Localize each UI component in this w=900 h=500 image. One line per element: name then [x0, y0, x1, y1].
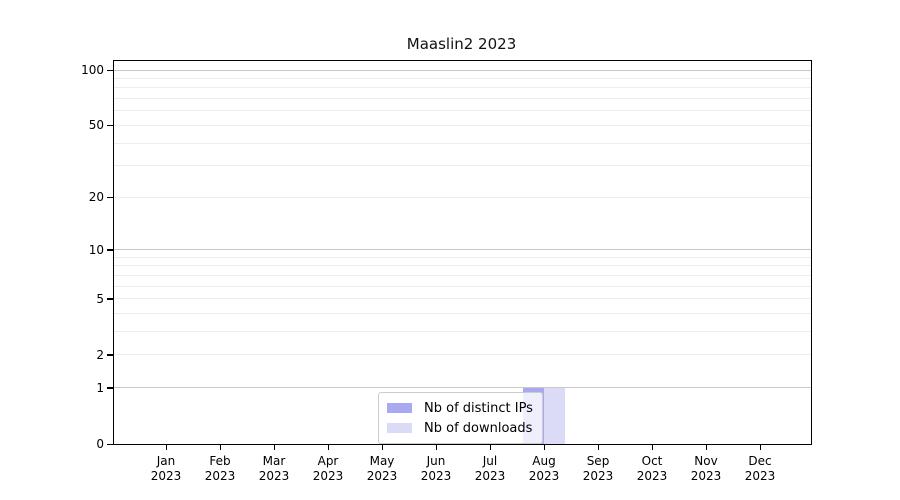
y-tick-mark	[107, 249, 113, 251]
minor-gridline	[114, 98, 811, 100]
x-tick-year: 2023	[204, 469, 236, 483]
x-tick-label: Jan 2023	[134, 454, 198, 484]
x-tick-label: Oct 2023	[620, 454, 684, 484]
minor-gridline	[114, 110, 811, 112]
minor-gridline	[114, 142, 811, 144]
y-tick-label: 20	[88, 190, 104, 205]
y-tick-mark	[107, 196, 113, 199]
chart-title: Maaslin2 2023	[406, 35, 517, 53]
y-tick-mark	[107, 354, 113, 356]
x-tick-year: 2023	[528, 469, 560, 483]
x-tick-year: 2023	[366, 469, 398, 483]
minor-gridline	[114, 87, 811, 89]
x-tick-label: Sep 2023	[566, 454, 630, 484]
x-tick-mark	[543, 444, 545, 450]
x-tick-year: 2023	[474, 469, 506, 483]
x-tick-mark	[489, 444, 491, 450]
y-tick-label: 1	[96, 380, 104, 395]
axes-ticks-layer: 0 1 2 5 10 20 50 100 Jan 2023 Feb 2023 Mar 2023 Apr 202…	[81, 61, 811, 483]
y-tick-mark	[107, 298, 113, 300]
x-tick-label: Aug 2023	[512, 454, 576, 484]
minor-gridline	[114, 331, 811, 333]
x-tick-year: 2023	[258, 469, 290, 483]
x-tick-month: Jun	[426, 454, 446, 468]
y-tick-label: 5	[96, 291, 104, 306]
x-tick-month: Jan	[156, 454, 176, 468]
x-tick-mark	[759, 444, 761, 450]
x-tick-month: Sep	[586, 454, 610, 468]
x-tick-month: Nov	[694, 454, 718, 468]
major-gridline	[114, 387, 811, 389]
minor-gridline	[114, 196, 811, 198]
x-tick-label: Apr 2023	[296, 454, 360, 484]
x-tick-label: Dec 2023	[728, 454, 792, 484]
legend: Nb of distinct IPs Nb of downloads	[378, 392, 543, 444]
plot-area: 0 1 2 5 10 20 50 100 Jan 2023 Feb 2023 Mar 2023 Apr 202…	[81, 60, 812, 483]
major-gridline	[114, 249, 811, 251]
x-tick-label: Jun 2023	[404, 454, 468, 484]
x-tick-month: Dec	[748, 454, 772, 468]
x-tick-year: 2023	[582, 469, 614, 483]
x-tick-mark	[381, 444, 383, 450]
x-tick-mark	[435, 444, 437, 450]
legend-label-distinct-ips: Nb of distinct IPs	[424, 400, 533, 416]
major-gridline	[114, 69, 811, 71]
y-tick-label: 0	[96, 437, 104, 451]
gridlines-layer	[114, 61, 811, 444]
x-tick-mark	[219, 444, 221, 450]
bar-downloads	[544, 387, 565, 444]
minor-gridline	[114, 265, 811, 267]
x-tick-label: Feb 2023	[188, 454, 252, 484]
x-tick-year: 2023	[150, 469, 182, 483]
x-tick-year: 2023	[744, 469, 776, 483]
y-tick-mark	[107, 387, 113, 389]
x-tick-label: May 2023	[350, 454, 414, 484]
x-tick-month: Feb	[209, 454, 231, 468]
x-tick-month: Apr	[317, 454, 339, 468]
x-tick-label: Nov 2023	[674, 454, 738, 484]
legend-item-distinct-ips: Nb of distinct IPs	[387, 398, 533, 418]
y-tick-mark	[107, 124, 113, 127]
x-tick-month: Jul	[482, 454, 498, 468]
x-tick-month: May	[369, 454, 395, 468]
legend-item-downloads: Nb of downloads	[387, 418, 533, 438]
y-tick-label: 50	[88, 118, 104, 133]
minor-gridline	[114, 298, 811, 300]
x-tick-mark	[165, 444, 167, 450]
minor-gridline	[114, 285, 811, 287]
x-tick-year: 2023	[690, 469, 722, 483]
x-tick-month: Mar	[262, 454, 286, 468]
y-tick-label: 2	[96, 347, 104, 362]
x-tick-label: Jul 2023	[458, 454, 522, 484]
legend-swatch-distinct-ips	[387, 403, 412, 413]
minor-gridline	[114, 165, 811, 167]
legend-swatch-downloads	[387, 423, 412, 433]
minor-gridline	[114, 313, 811, 315]
y-tick-label: 100	[81, 63, 104, 78]
x-tick-mark	[651, 444, 653, 450]
minor-gridline	[114, 354, 811, 356]
x-tick-mark	[273, 444, 275, 450]
y-tick-mark	[107, 69, 113, 71]
x-tick-month: Oct	[641, 454, 663, 468]
minor-gridline	[114, 78, 811, 80]
x-tick-label: Mar 2023	[242, 454, 306, 484]
x-tick-year: 2023	[636, 469, 668, 483]
x-tick-year: 2023	[312, 469, 344, 483]
y-tick-mark	[107, 443, 113, 445]
minor-gridline	[114, 275, 811, 277]
y-tick-label: 10	[88, 242, 104, 257]
x-tick-mark	[327, 444, 329, 450]
legend-label-downloads: Nb of downloads	[424, 420, 533, 436]
x-tick-year: 2023	[420, 469, 452, 483]
minor-gridline	[114, 124, 811, 126]
minor-gridline	[114, 256, 811, 258]
x-tick-month: Aug	[532, 454, 556, 468]
x-tick-mark	[597, 444, 599, 450]
x-tick-mark	[705, 444, 707, 450]
